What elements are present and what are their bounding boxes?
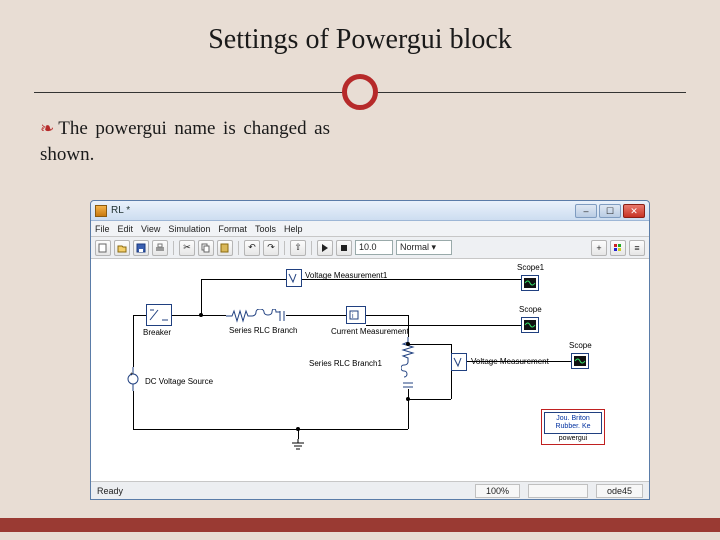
copy-button[interactable] — [198, 240, 214, 256]
redo-button[interactable]: ↷ — [263, 240, 279, 256]
stop-button[interactable] — [336, 240, 352, 256]
window-title: RL * — [111, 205, 575, 216]
body-paragraph: ❧The powergui name is changed as shown. — [40, 116, 330, 167]
close-button[interactable]: ✕ — [623, 204, 645, 218]
undo-button[interactable]: ↶ — [244, 240, 260, 256]
status-solver: ode45 — [596, 484, 643, 498]
new-button[interactable] — [95, 240, 111, 256]
simulink-window: RL * – ☐ ✕ File Edit View Simulation For… — [90, 200, 650, 500]
menu-tools[interactable]: Tools — [255, 224, 276, 234]
label-dc-source: DC Voltage Source — [145, 377, 213, 386]
label-current-measurement: Current Measurement — [331, 327, 409, 336]
menu-simulation[interactable]: Simulation — [168, 224, 210, 234]
block-breaker[interactable] — [146, 304, 172, 326]
block-voltage-measurement[interactable] — [451, 353, 467, 371]
ground-icon — [291, 439, 305, 453]
footer-accent-bar — [0, 518, 720, 532]
nav-up-button[interactable]: ⇧ — [290, 240, 306, 256]
stop-time-field[interactable]: 10.0 — [355, 240, 393, 255]
play-button[interactable] — [317, 240, 333, 256]
save-button[interactable] — [133, 240, 149, 256]
label-scope-right: Scope — [569, 341, 592, 350]
powergui-highlight: Jou. Briton Rubber. Ke powergui — [541, 409, 605, 445]
toolbar: ✂ ↶ ↷ ⇧ 10.0 Normal ▾ + ≡ — [91, 237, 649, 259]
label-scope: Scope — [519, 305, 542, 314]
block-dc-source[interactable]: + — [127, 367, 139, 391]
statusbar: Ready 100% ode45 — [91, 481, 649, 499]
lib-browser-button[interactable] — [610, 240, 626, 256]
block-scope-right[interactable] — [571, 353, 589, 369]
app-icon — [95, 205, 107, 217]
open-button[interactable] — [114, 240, 130, 256]
block-powergui[interactable]: Jou. Briton Rubber. Ke — [544, 412, 602, 434]
zoom-in-button[interactable]: + — [591, 240, 607, 256]
title-divider — [0, 74, 720, 110]
slide-title: Settings of Powergui block — [0, 0, 720, 56]
status-ready: Ready — [97, 486, 123, 496]
maximize-button[interactable]: ☐ — [599, 204, 621, 218]
block-scope1[interactable] — [521, 275, 539, 291]
window-titlebar: RL * – ☐ ✕ — [91, 201, 649, 221]
model-explorer-button[interactable]: ≡ — [629, 240, 645, 256]
paste-button[interactable] — [217, 240, 233, 256]
block-rlc-branch[interactable] — [226, 309, 286, 323]
block-voltage-measurement1[interactable] — [286, 269, 302, 287]
sim-mode-select[interactable]: Normal ▾ — [396, 240, 452, 255]
menu-file[interactable]: File — [95, 224, 110, 234]
label-powergui: powergui — [544, 435, 602, 442]
menu-edit[interactable]: Edit — [118, 224, 134, 234]
menubar: File Edit View Simulation Format Tools H… — [91, 221, 649, 237]
label-rlc-branch1: Series RLC Branch1 — [309, 359, 382, 368]
powergui-text-line1: Jou. Briton — [549, 415, 597, 423]
status-zoom: 100% — [475, 484, 520, 498]
menu-help[interactable]: Help — [284, 224, 303, 234]
model-canvas[interactable]: Voltage Measurement1 Breaker Series RLC … — [91, 259, 649, 481]
label-scope1: Scope1 — [517, 263, 544, 272]
block-scope[interactable] — [521, 317, 539, 333]
bullet-icon: ❧ — [40, 119, 54, 138]
body-text-line1: The powergui name is — [58, 118, 235, 139]
cut-button[interactable]: ✂ — [179, 240, 195, 256]
label-breaker: Breaker — [143, 328, 171, 337]
minimize-button[interactable]: – — [575, 204, 597, 218]
ring-ornament-icon — [342, 74, 378, 110]
menu-format[interactable]: Format — [218, 224, 247, 234]
block-current-measurement[interactable]: i — [346, 306, 366, 324]
print-button[interactable] — [152, 240, 168, 256]
label-rlc-branch: Series RLC Branch — [229, 326, 297, 335]
powergui-text-line2: Rubber. Ke — [549, 423, 597, 431]
menu-view[interactable]: View — [141, 224, 160, 234]
svg-text:+: + — [130, 372, 134, 378]
